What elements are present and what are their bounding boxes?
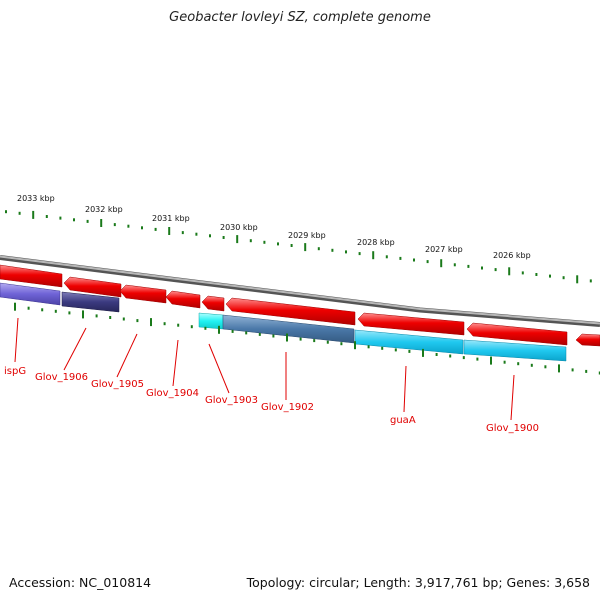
scale-label: 2033 kbp [17,194,55,203]
lower-scale-ticks [14,302,600,375]
genome-title: Geobacter lovleyi SZ, complete genome [169,10,431,25]
scale-label: 2028 kbp [357,238,395,247]
genome-summary-text: Topology: circular; Length: 3,917,761 bp… [246,575,590,590]
genome-backbone [0,255,600,327]
gene-label-glov-1905[interactable]: Glov_1905 [91,379,144,390]
gene-feature[interactable] [0,282,61,306]
gene-label-glov-1900[interactable]: Glov_1900 [486,423,539,434]
gene-feature[interactable] [165,290,201,309]
gene-feature[interactable] [225,297,356,326]
scale-label: 2030 kbp [220,223,258,232]
gene-label-glov-1902[interactable]: Glov_1902 [261,402,314,413]
gene-label-glov-1906[interactable]: Glov_1906 [35,372,88,383]
gene-feature[interactable] [61,291,120,313]
gene-feature[interactable] [357,312,465,336]
gene-labels: ispG Glov_1906 Glov_1905 Glov_1904 Glov_… [4,366,539,434]
gene-label-glov-1903[interactable]: Glov_1903 [205,395,258,406]
scale-label: 2029 kbp [288,231,326,240]
gene-feature[interactable] [463,339,567,362]
gene-label-guaA[interactable]: guaA [390,415,416,426]
gene-feature[interactable] [201,295,225,312]
gene-feature[interactable] [354,329,464,355]
gene-feature[interactable] [63,276,122,298]
upper-scale-ticks [5,210,592,284]
gene-label-ispG[interactable]: ispG [4,366,26,377]
gene-leader-lines [14,317,515,421]
gene-feature[interactable] [466,322,568,346]
scale-labels: 2033 kbp 2032 kbp 2031 kbp 2030 kbp 2029… [17,194,531,260]
scale-label: 2026 kbp [493,251,531,260]
gene-feature[interactable] [119,284,167,304]
gene-feature[interactable] [0,264,63,288]
gene-track [0,264,600,362]
scale-label: 2032 kbp [85,205,123,214]
accession-text: Accession: NC_010814 [9,575,152,590]
gene-label-glov-1904[interactable]: Glov_1904 [146,388,199,399]
scale-label: 2027 kbp [425,245,463,254]
scale-label: 2031 kbp [152,214,190,223]
gene-feature[interactable] [575,333,600,347]
